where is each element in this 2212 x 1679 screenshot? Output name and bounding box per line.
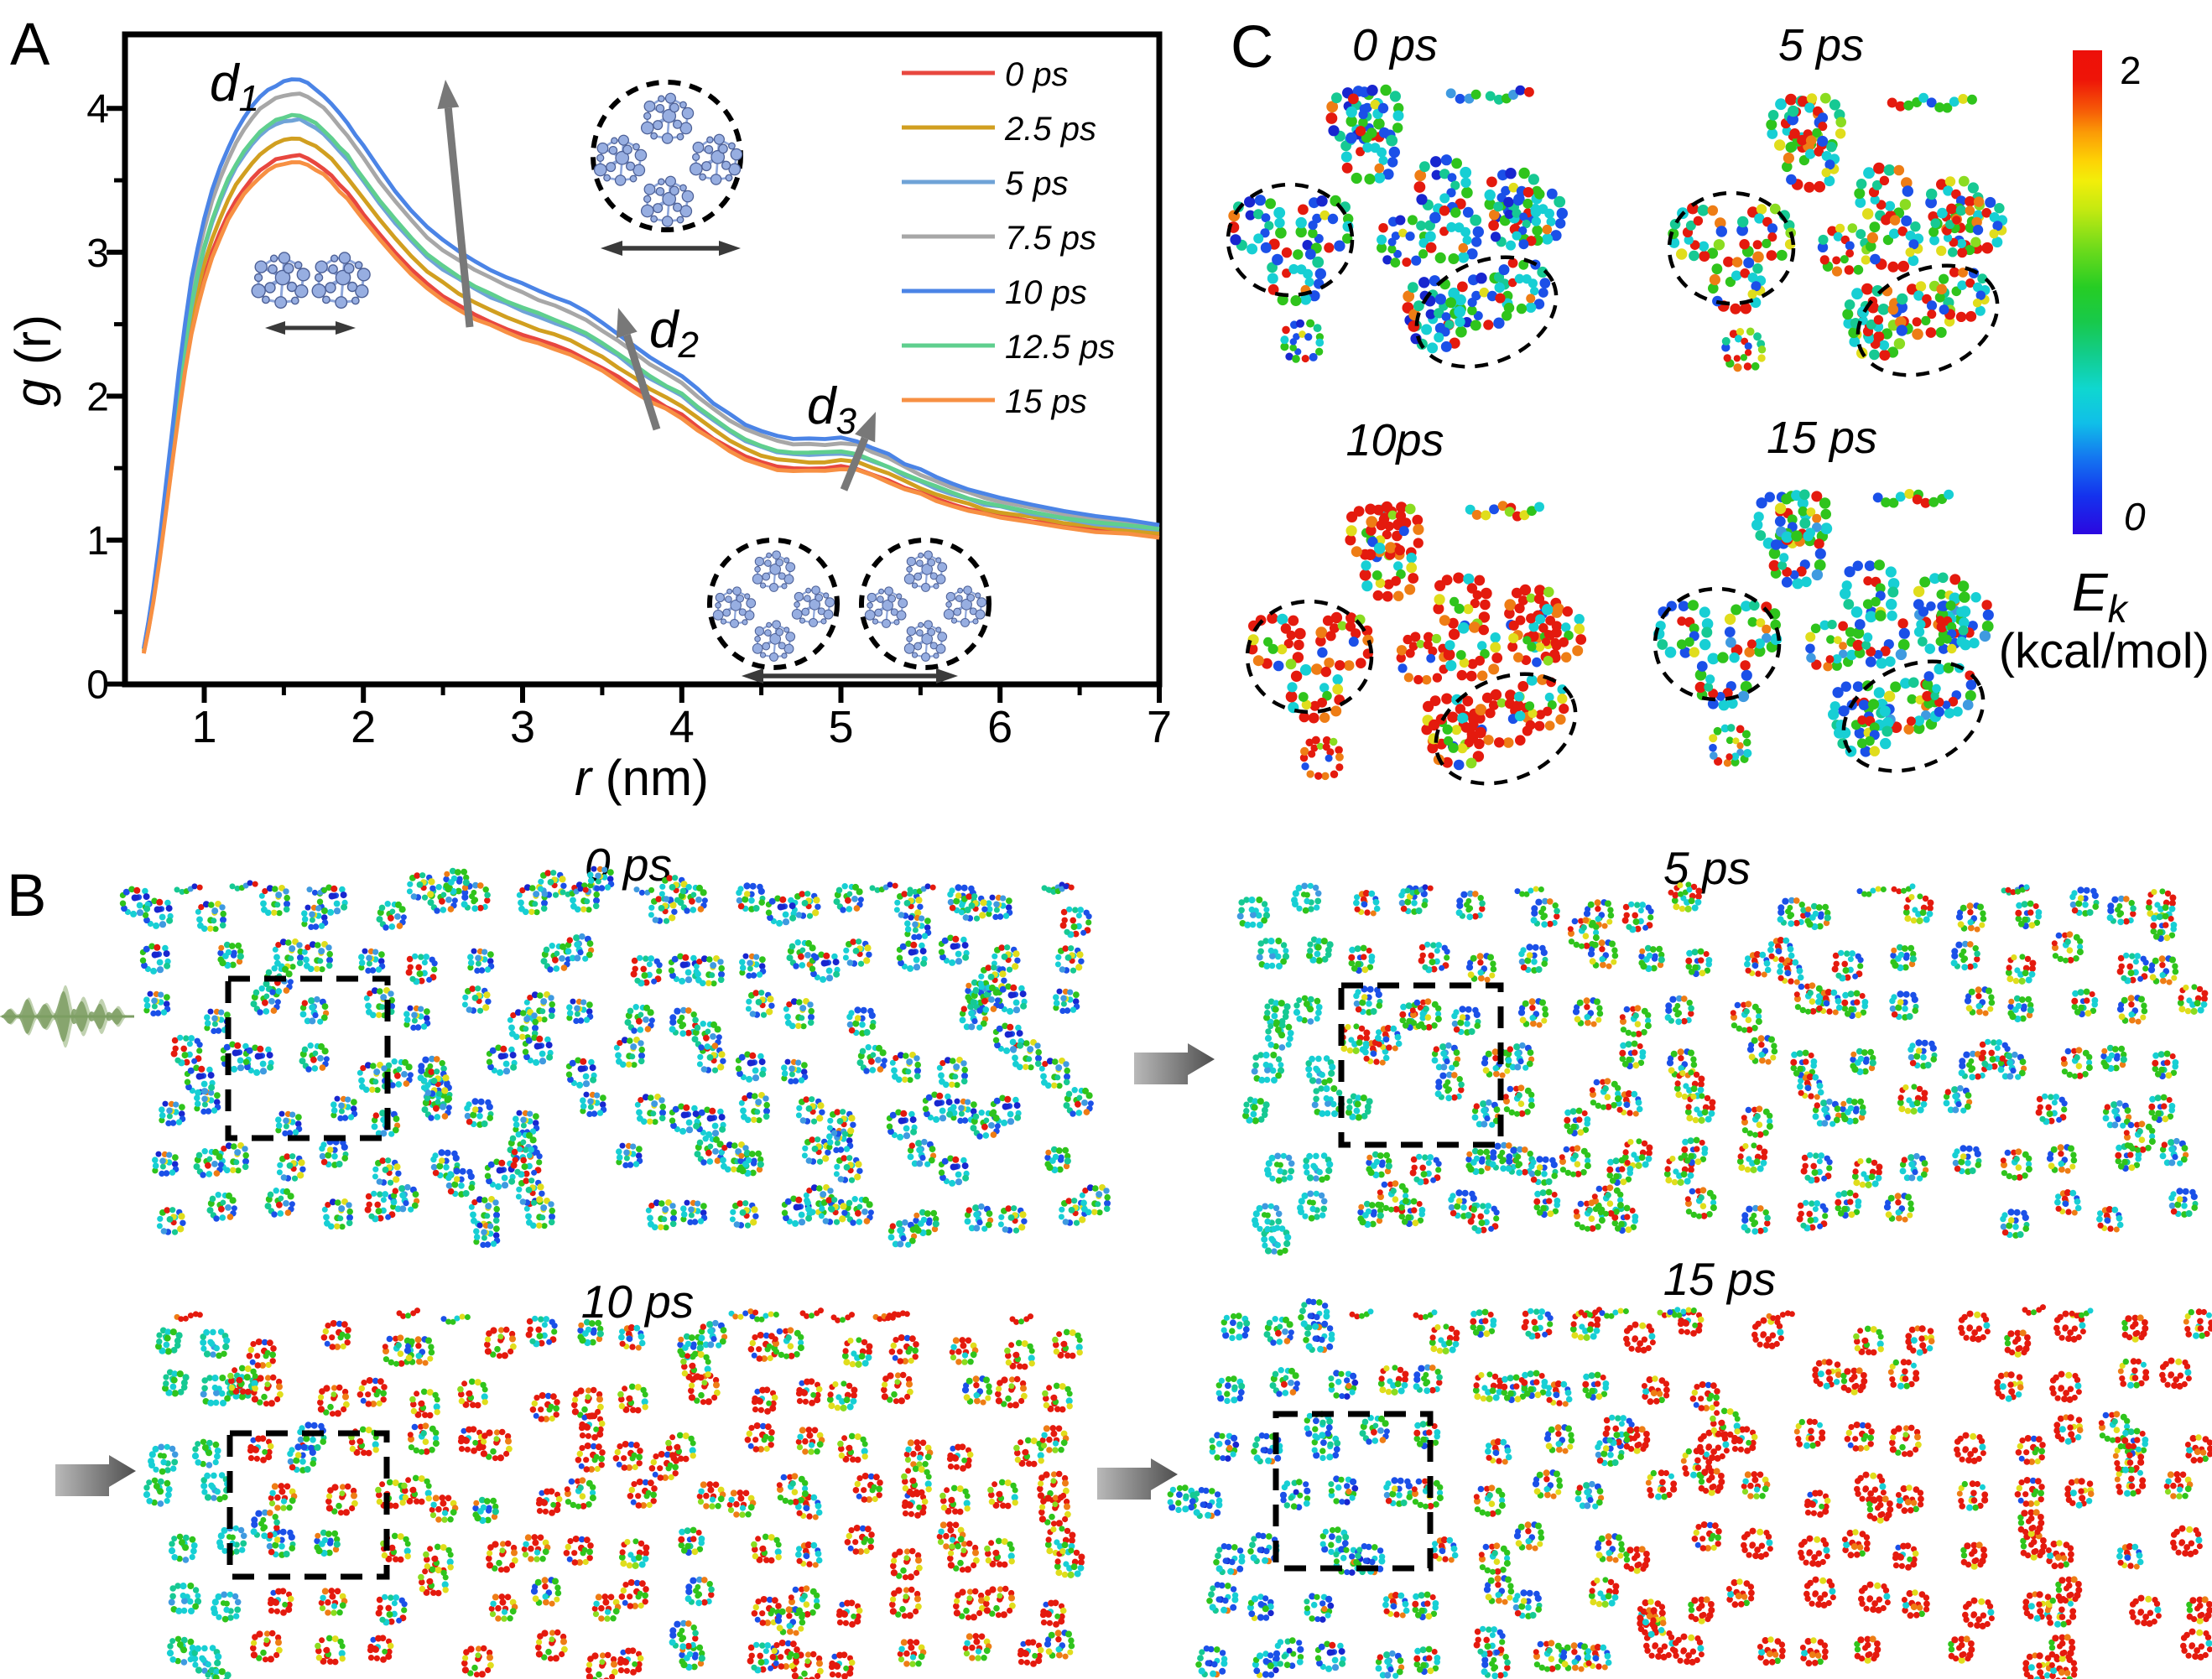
svg-text:10ps: 10ps bbox=[1345, 415, 1444, 465]
svg-text:2: 2 bbox=[351, 702, 376, 752]
svg-text:5 ps: 5 ps bbox=[1778, 20, 1864, 70]
svg-text:6: 6 bbox=[987, 702, 1012, 752]
svg-text:4: 4 bbox=[86, 87, 109, 132]
svg-text:1: 1 bbox=[86, 519, 109, 564]
svg-text:A: A bbox=[10, 12, 50, 78]
svg-text:2: 2 bbox=[86, 375, 109, 419]
svg-text:7.5 ps: 7.5 ps bbox=[1005, 220, 1096, 257]
svg-text:15 ps: 15 ps bbox=[1005, 383, 1087, 420]
svg-text:(kcal/mol): (kcal/mol) bbox=[1999, 624, 2209, 678]
svg-text:5 ps: 5 ps bbox=[1005, 165, 1069, 202]
svg-text:15 ps: 15 ps bbox=[1767, 413, 1877, 463]
svg-text:C: C bbox=[1231, 14, 1273, 81]
svg-text:12.5 ps: 12.5 ps bbox=[1005, 329, 1115, 366]
svg-text:0: 0 bbox=[86, 663, 109, 708]
svg-text:1: 1 bbox=[191, 702, 216, 752]
svg-text:10 ps: 10 ps bbox=[581, 1276, 695, 1328]
svg-text:B: B bbox=[7, 863, 46, 929]
svg-text:r (nm): r (nm) bbox=[575, 750, 709, 806]
svg-text:2: 2 bbox=[2120, 49, 2142, 92]
svg-text:g (r): g (r) bbox=[5, 314, 61, 407]
svg-text:3: 3 bbox=[86, 231, 109, 276]
svg-text:10 ps: 10 ps bbox=[1005, 274, 1087, 311]
svg-text:3: 3 bbox=[510, 702, 535, 752]
svg-text:4: 4 bbox=[669, 702, 695, 752]
svg-text:0 ps: 0 ps bbox=[1352, 20, 1438, 70]
svg-text:0: 0 bbox=[2124, 495, 2146, 538]
svg-text:5: 5 bbox=[828, 702, 853, 752]
svg-text:0 ps: 0 ps bbox=[1005, 56, 1069, 93]
svg-text:15 ps: 15 ps bbox=[1663, 1253, 1777, 1305]
svg-text:7: 7 bbox=[1147, 702, 1172, 752]
svg-text:2.5 ps: 2.5 ps bbox=[1004, 111, 1096, 148]
